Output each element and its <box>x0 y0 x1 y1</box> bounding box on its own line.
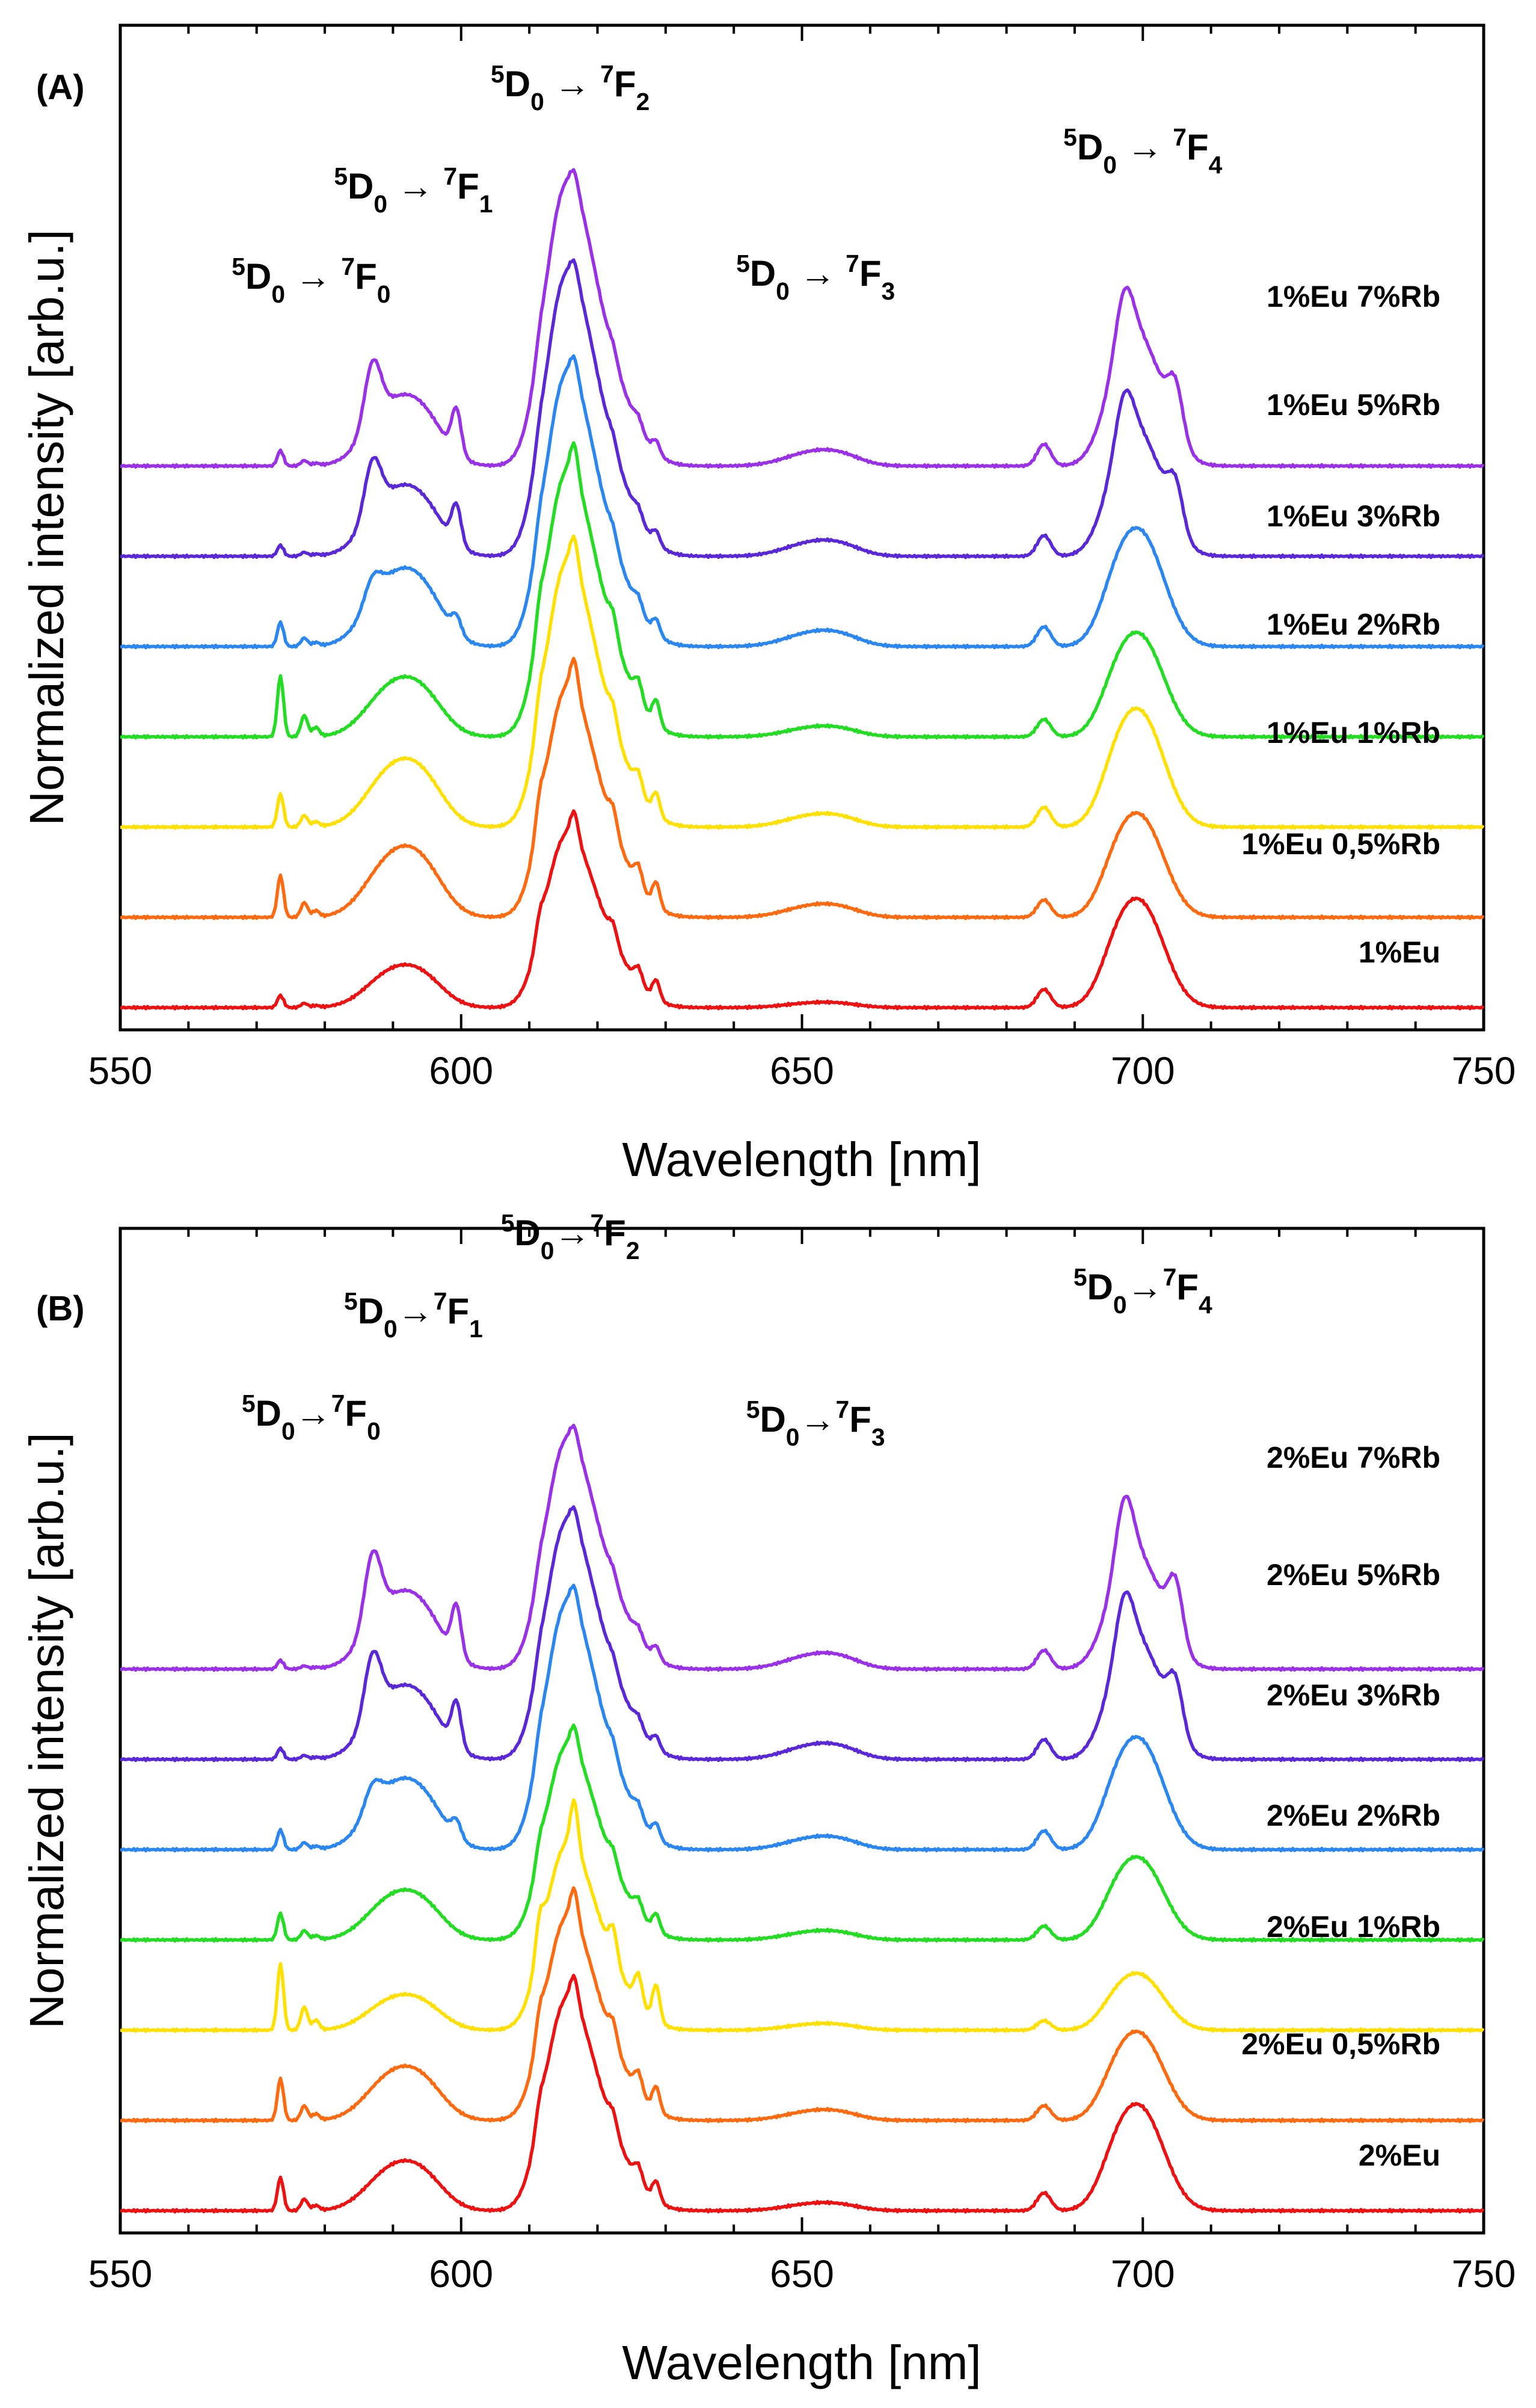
series-label: 2%Eu 7%Rb <box>1267 1441 1440 1474</box>
series-label: 2%Eu 1%Rb <box>1267 1910 1440 1944</box>
band-label: 5D0→7F2 <box>501 1209 640 1264</box>
band-label: 5D0→7F4 <box>1074 1263 1212 1319</box>
series-label: 1%Eu 0,5%Rb <box>1241 827 1440 861</box>
x-tick-label: 650 <box>770 1049 834 1092</box>
series-label: 1%Eu 3%Rb <box>1267 499 1440 533</box>
series-line <box>120 1423 1485 1672</box>
panel-a: (A) Wavelength [nm] Normalized intensity… <box>20 23 1516 1186</box>
traces-a <box>120 168 1485 1011</box>
band-label: 5D0 → 7F2 <box>491 60 650 115</box>
traces-b <box>120 1423 1485 2214</box>
y-axis-title-b: Normalized intensity [arb.u.] <box>20 1432 73 2029</box>
band-label: 5D0→7F0 <box>242 1390 381 1445</box>
panel-b-label: (B) <box>36 1289 85 1328</box>
series-line <box>120 441 1485 740</box>
series-line <box>120 1974 1485 2214</box>
x-axis-title-a: Wavelength [nm] <box>622 1133 981 1186</box>
x-tick-label: 550 <box>88 1049 153 1092</box>
series-line <box>120 168 1485 469</box>
band-label: 5D0 → 7F1 <box>334 162 493 218</box>
band-label: 5D0 → 7F4 <box>1063 123 1222 179</box>
series-line <box>120 354 1485 650</box>
series-label: 1%Eu 7%Rb <box>1267 280 1440 313</box>
series-label: 2%Eu 2%Rb <box>1267 1799 1440 1832</box>
panel-b: (B) Wavelength [nm] Normalized intensity… <box>20 1209 1516 2389</box>
series-label: 1%Eu <box>1359 935 1440 969</box>
band-labels-b: 5D0→7F0 5D0→7F1 5D0→7F2 5D0→7F3 5D0→7F4 <box>242 1209 1212 1451</box>
series-line <box>120 809 1485 1011</box>
series-line <box>120 534 1485 830</box>
series-label: 1%Eu 5%Rb <box>1267 388 1440 422</box>
x-tick-label: 750 <box>1452 2252 1516 2296</box>
plot-frame-b <box>118 1227 1485 2235</box>
series-line <box>120 1505 1485 1763</box>
series-line <box>120 656 1485 920</box>
x-tick-label: 600 <box>429 1049 493 1092</box>
x-tick-label: 650 <box>770 2252 834 2296</box>
x-ticks-a: 550 600 650 700 750 <box>88 25 1516 1092</box>
band-label: 5D0→7F1 <box>344 1287 483 1343</box>
series-label: 2%Eu 3%Rb <box>1267 1678 1440 1712</box>
series-label: 2%Eu 0,5%Rb <box>1241 2027 1440 2061</box>
series-label: 2%Eu 5%Rb <box>1267 1558 1440 1592</box>
series-label: 1%Eu 1%Rb <box>1267 716 1440 750</box>
x-tick-label: 700 <box>1111 2252 1175 2296</box>
series-line <box>120 1886 1485 2123</box>
band-label: 5D0 → 7F3 <box>736 250 895 305</box>
y-axis-title-a: Normalized intensity [arb.u.] <box>20 229 73 826</box>
series-label: 1%Eu 2%Rb <box>1267 608 1440 641</box>
series-line <box>120 1723 1485 1943</box>
series-label: 2%Eu <box>1359 2139 1440 2172</box>
x-tick-label: 700 <box>1111 1049 1175 1092</box>
x-tick-label: 550 <box>88 2252 153 2296</box>
series-line <box>120 1583 1485 1853</box>
band-label: 5D0→7F3 <box>746 1396 885 1451</box>
band-labels-a: 5D0 → 7F0 5D0 → 7F1 5D0 → 7F2 5D0 → 7F3 5D0 … <box>232 60 1222 308</box>
series-labels-b: 2%Eu 2%Eu 0,5%Rb 2%Eu 1%Rb 2%Eu 2%Rb 2%Eu 3%… <box>1241 1441 1440 2172</box>
panel-a-label: (A) <box>36 68 85 107</box>
series-labels-a: 1%Eu 1%Eu 0,5%Rb 1%Eu 1%Rb 1%Eu 2%Rb 1%Eu 3%… <box>1241 280 1440 969</box>
x-tick-label: 750 <box>1452 1049 1516 1092</box>
x-ticks-b: 550 600 650 700 750 <box>88 1228 1516 2296</box>
series-line <box>120 258 1485 559</box>
x-axis-title-b: Wavelength [nm] <box>622 2336 981 2389</box>
band-label: 5D0 → 7F0 <box>232 253 390 308</box>
series-line <box>120 1798 1485 2033</box>
x-tick-label: 600 <box>429 2252 493 2296</box>
